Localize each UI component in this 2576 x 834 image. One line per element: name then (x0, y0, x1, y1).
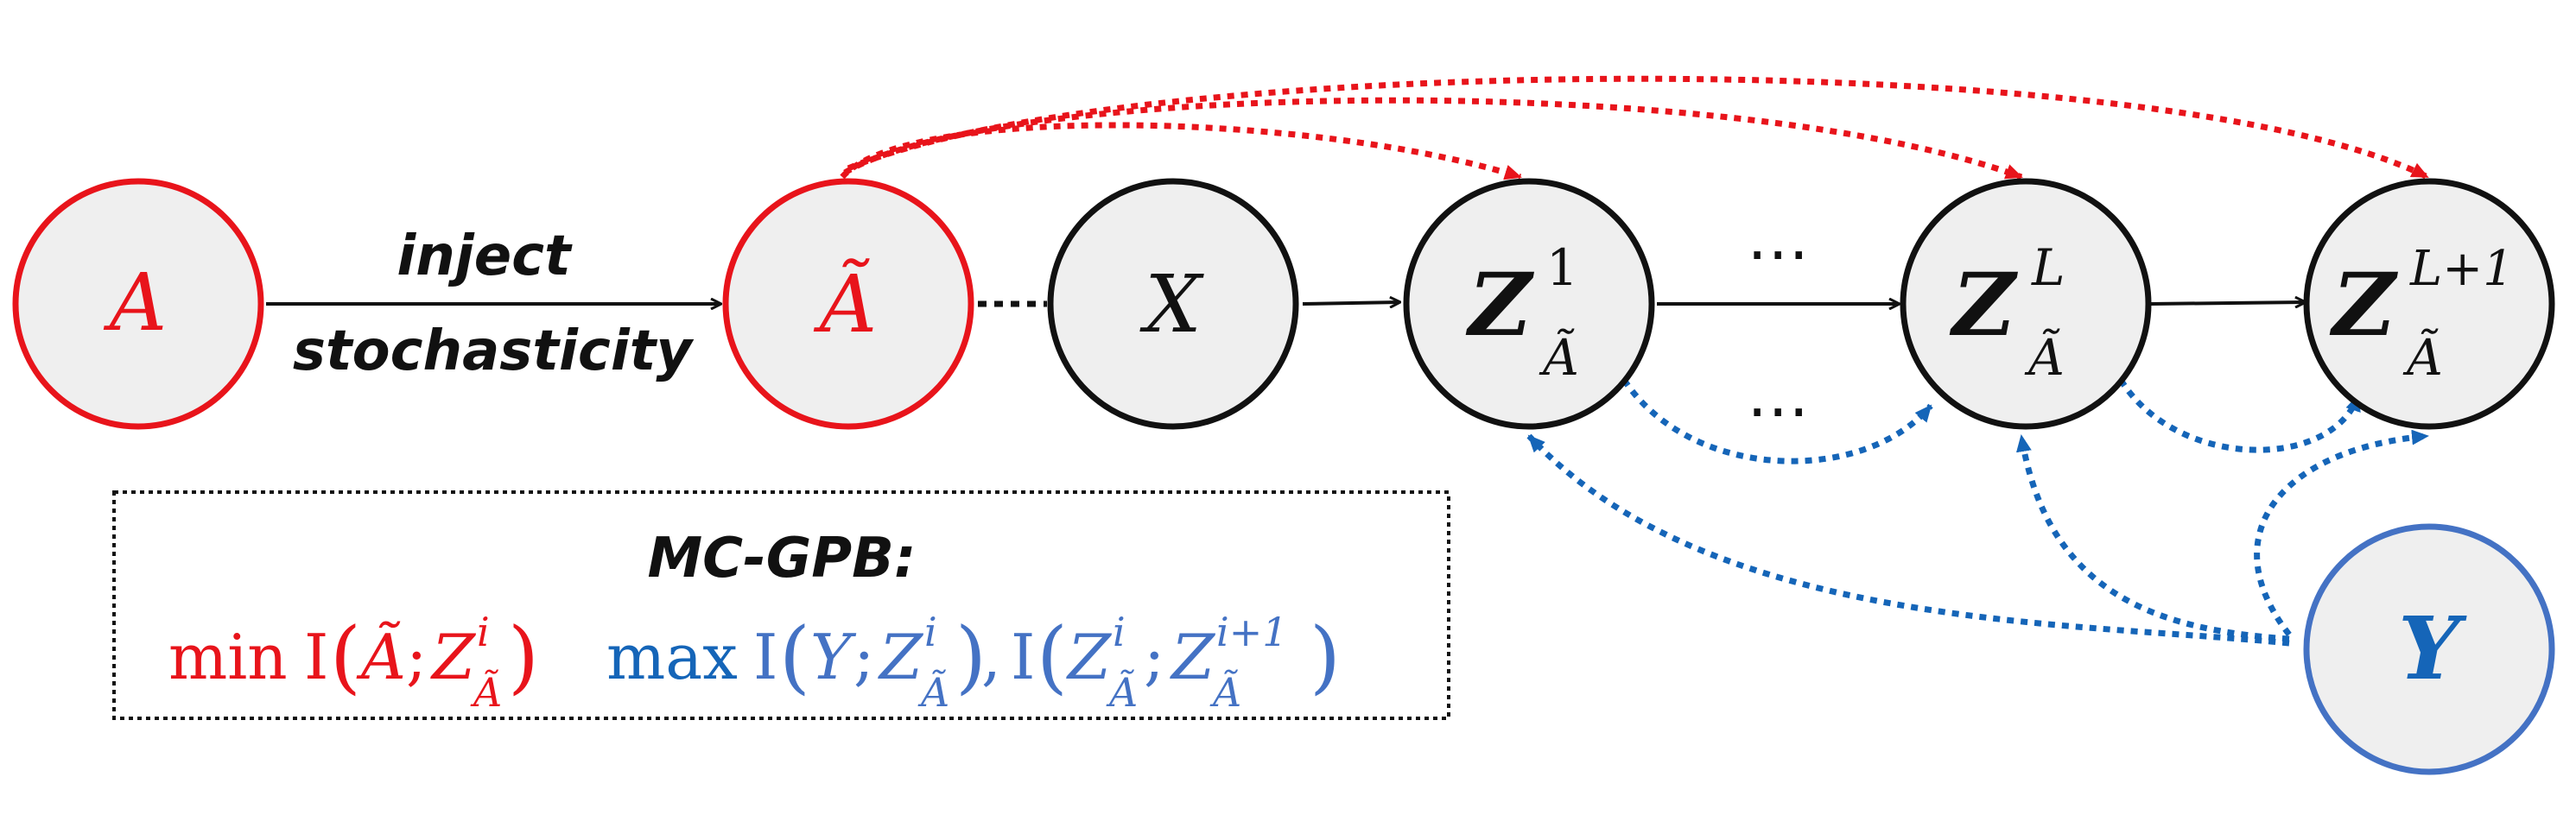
legend-max-semicolon-2: ; (1144, 621, 1164, 693)
legend-max-var-y: Y (810, 621, 857, 693)
ellipsis-bottom: ⋯ (1747, 374, 1809, 446)
legend-max-var-z-2: Z (1066, 621, 1113, 693)
legend-max-semicolon-1: ; (853, 621, 874, 693)
legend-max-var-z-3: Z (1170, 621, 1216, 693)
legend-max-paren-open-2: ( (1037, 610, 1068, 703)
edge-zl-zl1-bidir (2121, 380, 2358, 450)
legend-max-info-1: I (753, 621, 777, 693)
ellipsis-top: ⋯ (1747, 217, 1809, 289)
legend-box: MC-GPB: min I ( Ã ; Z i Ã ) max I ( Y ; … (114, 492, 1449, 718)
node-y-label: Y (2398, 597, 2467, 699)
legend-min-sup: i (477, 609, 490, 655)
edge-label-inject: inject (397, 224, 573, 288)
edge-x-z1 (1303, 302, 1399, 304)
legend-max-sup-2: i (1113, 609, 1126, 655)
node-zl-sup: L (2031, 238, 2065, 297)
edge-label-stochasticity: stochasticity (293, 319, 694, 383)
node-a: A (16, 181, 261, 426)
edge-atilde-z1 (842, 125, 1520, 177)
edge-atilde-zl (845, 100, 2021, 177)
node-zl1-sub: Ã (2402, 328, 2443, 387)
node-x: X (1050, 181, 1296, 426)
node-a-tilde: Ã (726, 181, 971, 426)
legend-max-op: max (606, 621, 738, 693)
node-z1: Z 1 Ã (1406, 181, 1652, 426)
node-a-tilde-label: Ã (813, 258, 877, 351)
legend-max-sub-2: Ã (1106, 669, 1138, 716)
node-zl1: Z L+1 Ã (2306, 181, 2552, 426)
legend-min-paren-open: ( (330, 610, 361, 703)
node-zl1-sup: L+1 (2409, 241, 2514, 297)
node-zl: Z L Ã (1903, 181, 2148, 426)
legend-min-expression: min I ( Ã ; Z i Ã ) (168, 609, 539, 716)
legend-max-var-z-1: Z (878, 621, 924, 693)
node-z1-sup: 1 (1546, 238, 1578, 297)
legend-min-sub: Ã (470, 669, 502, 716)
legend-min-semicolon: ; (406, 621, 427, 693)
node-a-label: A (103, 256, 167, 349)
legend-max-sub-1: Ã (917, 669, 949, 716)
node-z1-sub: Ã (1539, 328, 1579, 387)
legend-min-info: I (304, 621, 328, 693)
legend-max-sup-1: i (924, 609, 937, 655)
legend-min-var-a: Ã (356, 620, 406, 693)
edge-y-zl (2021, 436, 2289, 639)
legend-max-comma: , (981, 621, 1001, 693)
legend-max-args: I ( Y ; Z i Ã ) , I ( Z i Ã ; Z i+1 Ã ) (753, 609, 1341, 716)
node-zl1-base: Z (2329, 254, 2399, 356)
red-dotted-edges (842, 79, 2427, 177)
legend-max-sup-3: i+1 (1216, 609, 1288, 655)
legend-max-info-2: I (1011, 621, 1035, 693)
legend-min-var-z: Z (430, 621, 477, 693)
node-zl-base: Z (1949, 254, 2019, 356)
edge-zl-zl1 (2151, 302, 2305, 304)
node-x-label: X (1139, 258, 1204, 351)
legend-max-sub-3: Ã (1209, 669, 1241, 716)
legend-max-paren-close-2: ) (1310, 610, 1341, 703)
node-z1-base: Z (1465, 254, 1535, 356)
legend-min-paren-close: ) (508, 610, 539, 703)
legend-min-op: min (168, 621, 288, 693)
node-y: Y (2306, 527, 2552, 772)
node-zl-sub: Ã (2024, 328, 2065, 387)
legend-max-paren-open-1: ( (779, 610, 810, 703)
legend-title: MC-GPB: (647, 527, 916, 591)
edge-y-z1 (1529, 436, 2289, 643)
legend-max-expression: max (606, 621, 738, 693)
